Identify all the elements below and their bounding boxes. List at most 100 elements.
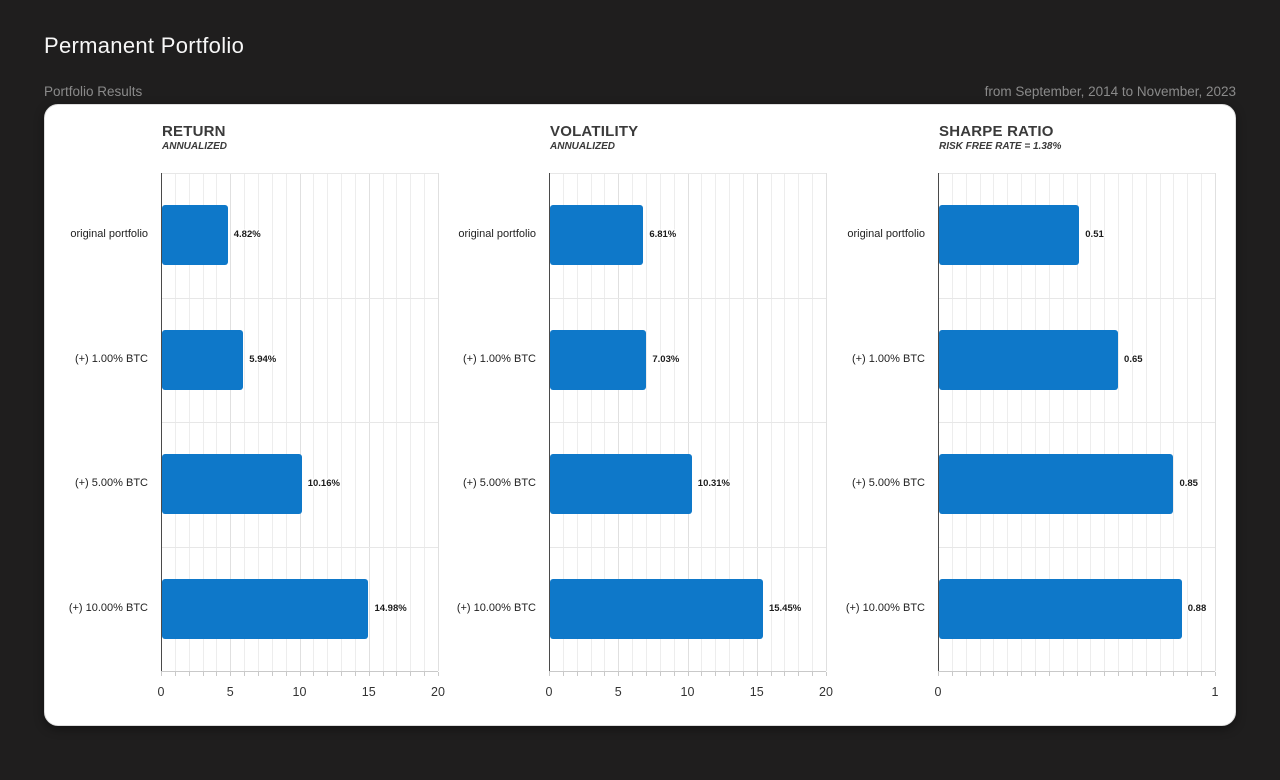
x-axis-tick (161, 672, 162, 676)
band-separator (549, 173, 826, 174)
x-axis-tick (549, 672, 550, 676)
x-axis-tick (798, 672, 800, 676)
category-label: original portfolio (70, 228, 148, 241)
x-axis-tick (230, 672, 232, 676)
plot-area-return: 4.82% 5.94% 10.16% 14.98% (161, 173, 439, 676)
x-axis-tick (271, 672, 273, 676)
x-axis-tick (701, 672, 703, 676)
bar-volatility-3 (550, 578, 763, 639)
x-axis-spine (161, 671, 438, 672)
x-axis-tick (784, 672, 786, 676)
plot-area-volatility: 6.81% 7.03% 10.31% 15.45% (549, 173, 827, 676)
x-axis-tick (742, 672, 744, 676)
x-axis-tick (1118, 672, 1120, 676)
x-axis-tick (729, 672, 731, 676)
x-axis-tick (396, 672, 398, 676)
x-axis-tick (327, 672, 329, 676)
x-axis-tick (1131, 672, 1133, 676)
x-axis-tick (244, 672, 246, 676)
bar-value-label: 10.31% (697, 478, 731, 490)
band-separator (938, 173, 1215, 174)
bar-return-2 (162, 454, 302, 515)
x-axis-tick (382, 672, 384, 676)
x-axis-tick (216, 672, 218, 676)
x-axis-tick (993, 672, 995, 676)
x-axis-tick (1145, 672, 1147, 676)
x-axis-spine (938, 671, 1215, 672)
x-axis-tick (826, 672, 827, 676)
x-axis-tick (632, 672, 634, 676)
bar-value-label: 6.81% (649, 229, 677, 241)
bar-value-label: 14.98% (374, 602, 407, 614)
x-axis-tick (1021, 672, 1023, 676)
x-tick-label: 20 (819, 685, 833, 699)
x-axis-tick (659, 672, 661, 676)
x-axis-tick (562, 672, 564, 676)
chart-subtitle-volatility: ANNUALIZED (550, 141, 615, 152)
gridline-major (826, 173, 827, 671)
bar-value-label: 0.88 (1187, 602, 1207, 614)
y-axis-spine (161, 173, 162, 673)
y-axis-spine (938, 173, 939, 673)
x-tick-label: 20 (431, 685, 445, 699)
x-axis-tick (1159, 672, 1161, 676)
x-axis-tick (618, 672, 620, 676)
x-axis-tick (438, 672, 439, 676)
bar-value-label: 15.45% (768, 602, 802, 614)
x-axis-tick (368, 672, 370, 676)
category-label: (+) 10.00% BTC (845, 601, 925, 614)
x-axis-tick (424, 672, 426, 676)
bar-value-label: 7.03% (652, 353, 680, 365)
x-axis-tick (341, 672, 343, 676)
x-axis-tick (188, 672, 190, 676)
x-tick-label: 1 (1211, 685, 1219, 699)
y-axis-spine (549, 173, 550, 673)
chart-title-sharpe-ratio: SHARPE RATIO (939, 123, 1054, 140)
band-separator (549, 546, 826, 548)
bar-value-label: 5.94% (249, 353, 277, 365)
bar-return-1 (162, 329, 244, 390)
x-axis-tick (410, 672, 412, 676)
bar-value-label: 10.16% (307, 478, 340, 490)
category-label: (+) 5.00% BTC (74, 477, 148, 490)
x-axis-tick (1187, 672, 1189, 676)
x-axis-tick (715, 672, 717, 676)
x-axis-tick (174, 672, 176, 676)
x-axis-tick (645, 672, 647, 676)
category-label: original portfolio (458, 228, 536, 241)
x-tick-label: 0 (934, 685, 942, 699)
x-axis-tick (576, 672, 578, 676)
bar-value-label: 0.51 (1085, 229, 1104, 241)
category-label: (+) 1.00% BTC (462, 352, 536, 365)
band-separator (161, 546, 438, 548)
category-label: (+) 5.00% BTC (462, 477, 536, 490)
bar-value-label: 0.85 (1179, 478, 1198, 490)
category-label: (+) 5.00% BTC (851, 477, 925, 490)
page-title: Permanent Portfolio (44, 33, 245, 58)
bar-sharpe-ratio-2 (939, 454, 1174, 515)
category-label: (+) 10.00% BTC (456, 601, 536, 614)
x-tick-label: 0 (545, 685, 553, 699)
x-axis-tick (687, 672, 689, 676)
band-separator (161, 297, 438, 299)
bar-value-label: 4.82% (233, 229, 261, 241)
date-range-label: from September, 2014 to November, 2023 (984, 84, 1236, 99)
bar-value-label: 0.65 (1124, 353, 1143, 365)
chart-title-return: RETURN (162, 123, 226, 140)
x-axis-spine (549, 671, 826, 672)
x-axis-tick (1090, 672, 1092, 676)
x-axis-tick (951, 672, 953, 676)
bar-return-0 (162, 205, 228, 266)
category-label: original portfolio (847, 228, 925, 241)
gridline-major (1215, 173, 1216, 671)
band-separator (938, 546, 1215, 548)
band-separator (549, 422, 826, 423)
x-tick-label: 5 (614, 685, 622, 699)
x-axis-tick (812, 672, 814, 676)
x-axis-tick (1062, 672, 1064, 676)
category-label: (+) 1.00% BTC (74, 352, 148, 365)
x-tick-label: 0 (157, 685, 165, 699)
bar-volatility-2 (550, 454, 692, 515)
plot-area-sharpe-ratio: 0.51 0.65 0.85 0.88 (938, 173, 1216, 676)
bar-sharpe-ratio-3 (939, 578, 1182, 639)
